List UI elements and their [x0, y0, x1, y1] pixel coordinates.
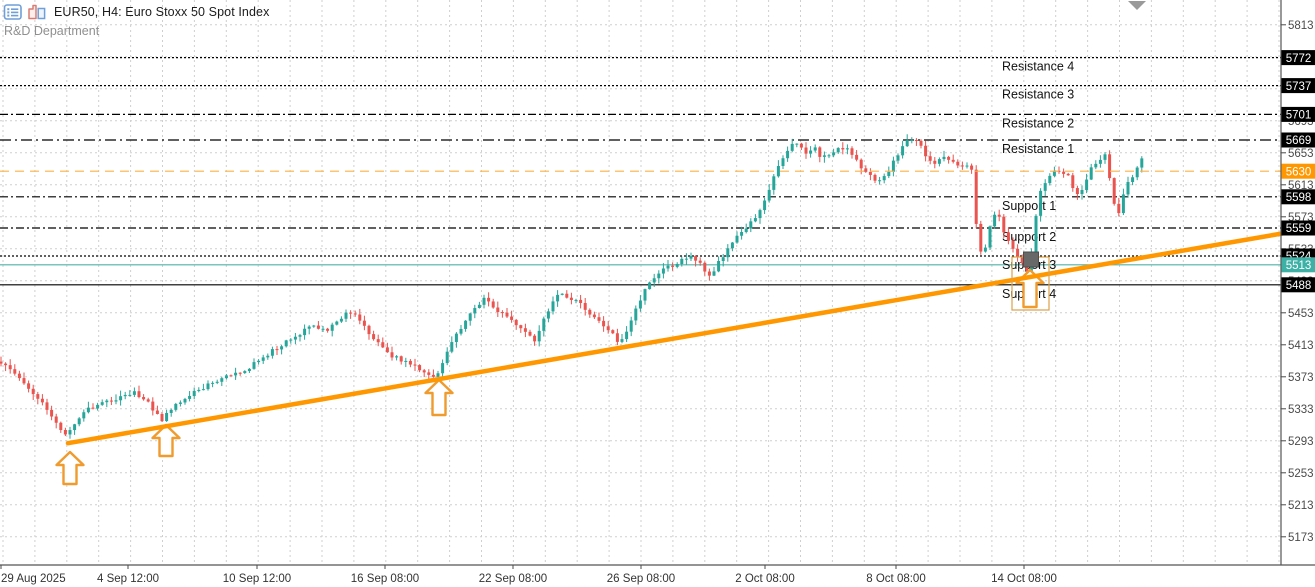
up-arrow-marker[interactable]: [55, 450, 85, 486]
price-badge: 5559: [1281, 220, 1315, 236]
svg-text:5488: 5488: [1286, 280, 1312, 292]
x-axis-label: 29 Aug 2025: [1, 573, 66, 585]
sr-label: Support 1: [1002, 199, 1056, 213]
y-axis-tick-label: 5413: [1288, 340, 1314, 352]
svg-text:5701: 5701: [1286, 110, 1312, 122]
y-axis-tick-label: 5293: [1288, 436, 1314, 448]
y-axis-tick-label: 5373: [1288, 372, 1314, 384]
y-axis-tick-label: 5213: [1288, 500, 1314, 512]
trendline[interactable]: [65, 228, 1303, 446]
selection-anchor-handle[interactable]: [1023, 251, 1039, 268]
svg-text:5772: 5772: [1286, 53, 1312, 65]
grid: [0, 0, 1281, 565]
y-axis-tick-label: 5173: [1288, 532, 1314, 544]
candles: [0, 134, 1144, 439]
x-axis-label: 14 Oct 08:00: [991, 573, 1057, 585]
x-axis-label: 2 Oct 08:00: [735, 573, 794, 585]
svg-text:5513: 5513: [1286, 260, 1312, 272]
sr-label: Support 2: [1002, 230, 1056, 244]
price-badge: 5598: [1281, 189, 1315, 205]
y-axis[interactable]: 5813577357335693565356135573553354935453…: [1281, 20, 1315, 544]
x-axis-label: 22 Sep 08:00: [479, 573, 547, 585]
price-badge: 5737: [1281, 78, 1315, 94]
svg-text:5737: 5737: [1286, 81, 1312, 93]
sr-label: Resistance 1: [1002, 142, 1074, 156]
price-badge: 5488: [1281, 277, 1315, 293]
sr-label: Resistance 3: [1002, 88, 1074, 102]
sr-label: Resistance 4: [1002, 60, 1074, 74]
x-axis-label: 10 Sep 12:00: [223, 573, 291, 585]
y-axis-tick-label: 5333: [1288, 404, 1314, 416]
x-axis-label: 4 Sep 12:00: [97, 573, 159, 585]
x-axis-label: 16 Sep 08:00: [351, 573, 419, 585]
up-arrow-marker[interactable]: [424, 378, 454, 417]
price-badge: 5513: [1281, 257, 1315, 273]
y-axis-tick-label: 5653: [1288, 148, 1314, 160]
y-axis-tick-label: 5613: [1288, 180, 1314, 192]
price-badge: 5630: [1281, 163, 1315, 179]
up-arrow-marker[interactable]: [151, 423, 181, 458]
y-axis-tick-label: 5813: [1288, 20, 1314, 32]
sr-lines: [0, 56, 1281, 286]
x-axis[interactable]: 29 Aug 2025 4 Sep 12:00 10 Sep 12:00 16 Sep…: [0, 565, 1057, 585]
svg-text:5598: 5598: [1286, 192, 1312, 204]
chart-shift-marker[interactable]: [1128, 1, 1146, 10]
svg-text:5559: 5559: [1286, 223, 1312, 235]
price-badge: 5669: [1281, 132, 1315, 148]
svg-text:5630: 5630: [1286, 166, 1312, 178]
y-axis-tick-label: 5453: [1288, 308, 1314, 320]
y-axis-tick-label: 5253: [1288, 468, 1314, 480]
price-badge: 5772: [1281, 50, 1315, 66]
x-axis-label: 26 Sep 08:00: [607, 573, 675, 585]
svg-text:5669: 5669: [1286, 135, 1312, 147]
x-axis-label: 8 Oct 08:00: [866, 573, 925, 585]
price-badge: 5701: [1281, 106, 1315, 122]
sr-label: Resistance 2: [1002, 116, 1074, 130]
